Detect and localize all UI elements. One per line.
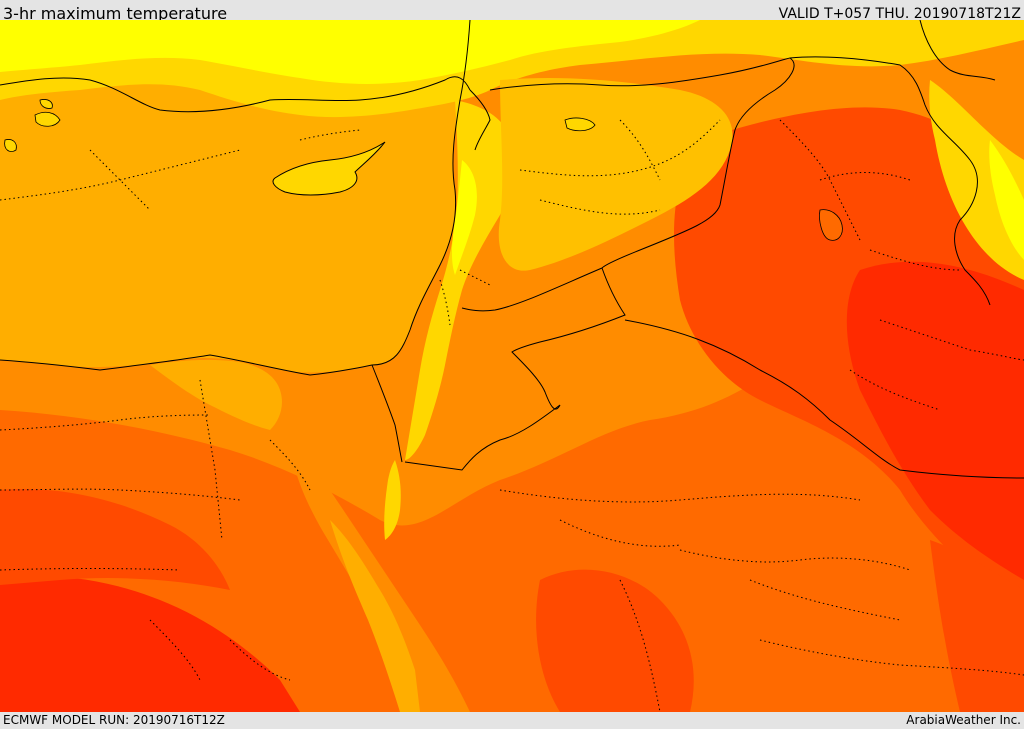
- lake-tharthar: [819, 209, 843, 241]
- header-bar: [0, 0, 1024, 20]
- border-syria-turkey: [469, 89, 491, 151]
- temperature-map: [0, 20, 1024, 712]
- aegean-islands: [4, 99, 61, 152]
- hot-region-sw-inland: [0, 489, 230, 590]
- red-sea: [290, 440, 470, 712]
- hottest-region-southwest: [0, 576, 300, 712]
- zagros-cool-belt: [929, 80, 1024, 280]
- model-run: ECMWF MODEL RUN: 20190716T12Z: [3, 713, 225, 727]
- mediterranean-coastline: [0, 20, 471, 376]
- zagros-bright-belt: [989, 140, 1024, 260]
- red-sea-cool-strip: [330, 520, 420, 712]
- caspian-coast-hint: [919, 20, 996, 81]
- border-saudi-iraq: [624, 319, 1024, 479]
- gulf-of-aqaba: [384, 460, 401, 540]
- border-jordan: [404, 267, 626, 471]
- footer-bar: [0, 712, 1024, 729]
- border-syria-iraq: [489, 57, 795, 269]
- border-egypt-israel: [371, 364, 403, 463]
- cyprus: [272, 141, 386, 196]
- hottest-region-east: [846, 261, 1024, 580]
- admin-borders: [0, 119, 1024, 712]
- turkey-bright-belt: [0, 20, 700, 84]
- levant-cool-strip: [405, 100, 516, 460]
- hotter-region-south-central: [536, 569, 694, 712]
- map-title: 3-hr maximum temperature: [3, 4, 228, 23]
- persian-gulf: [930, 540, 1024, 712]
- border-iraq-iran: [789, 56, 991, 306]
- lake-assad: [564, 117, 596, 132]
- hot-region-south: [0, 260, 1024, 712]
- credit: ArabiaWeather Inc.: [906, 713, 1021, 727]
- valid-time: VALID T+057 THU. 20190718T21Z: [778, 6, 1021, 22]
- levant-bright-strip: [451, 160, 477, 275]
- nile-delta: [150, 359, 282, 430]
- turkey-coastline: [0, 76, 471, 113]
